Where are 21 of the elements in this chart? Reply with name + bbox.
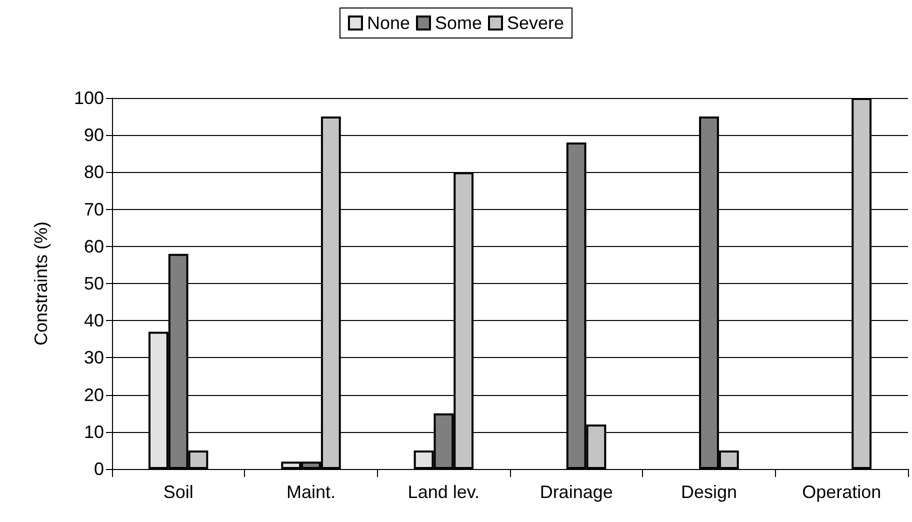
legend-label: Severe: [507, 13, 564, 33]
x-tick-label: Land lev.: [408, 482, 480, 502]
y-tick-label: 80: [84, 162, 104, 182]
y-tick-label: 60: [84, 236, 104, 256]
y-tick-label: 30: [84, 348, 104, 368]
y-tick-label: 100: [74, 88, 104, 108]
y-tick-label: 0: [94, 459, 104, 479]
x-tick-label: Design: [680, 482, 738, 502]
y-tick-label: 90: [84, 125, 104, 146]
x-tick-label: Operation: [802, 482, 882, 502]
y-tick-label: 20: [84, 384, 104, 405]
x-tick-label: Soil: [163, 482, 194, 502]
y-tick-label: 40: [84, 310, 104, 331]
y-tick-label: 50: [84, 274, 104, 294]
y-tick-label: 10: [84, 422, 104, 442]
y-tick-label: 70: [84, 199, 104, 220]
x-tick-label: Drainage: [540, 482, 613, 502]
y-axis-title: Constraints (%): [31, 221, 51, 346]
x-tick-label: Maint.: [286, 482, 336, 502]
legend-label: None: [366, 13, 410, 33]
legend-label: Some: [434, 13, 482, 33]
